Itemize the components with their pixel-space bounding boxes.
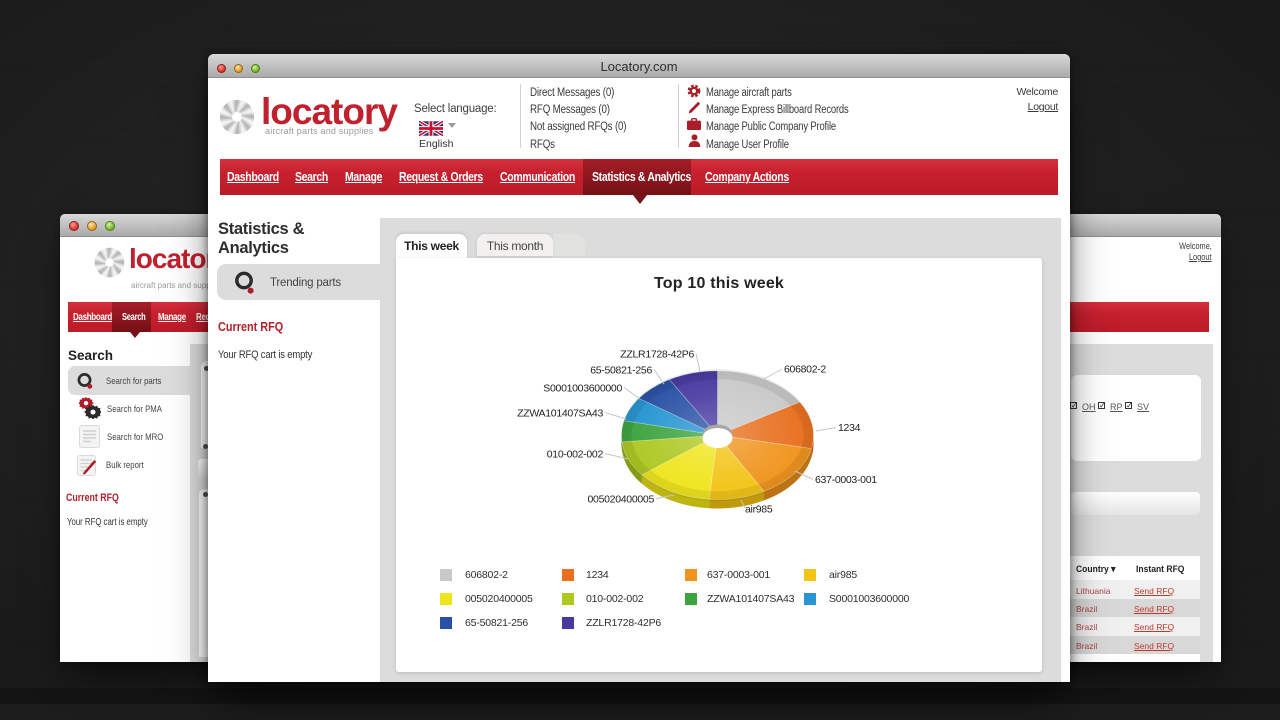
svg-text:010-002-002: 010-002-002 (547, 448, 604, 460)
svg-text:S0001003600000: S0001003600000 (543, 382, 622, 394)
svg-text:606802-2: 606802-2 (784, 363, 826, 375)
svg-text:005020400005: 005020400005 (588, 493, 655, 505)
svg-text:air985: air985 (745, 503, 773, 515)
svg-text:637-0003-001: 637-0003-001 (815, 474, 877, 486)
svg-text:ZZWA101407SA43: ZZWA101407SA43 (517, 407, 603, 419)
svg-text:65-50821-256: 65-50821-256 (590, 364, 652, 376)
svg-text:1234: 1234 (838, 422, 861, 434)
svg-text:ZZLR1728-42P6: ZZLR1728-42P6 (620, 348, 694, 360)
